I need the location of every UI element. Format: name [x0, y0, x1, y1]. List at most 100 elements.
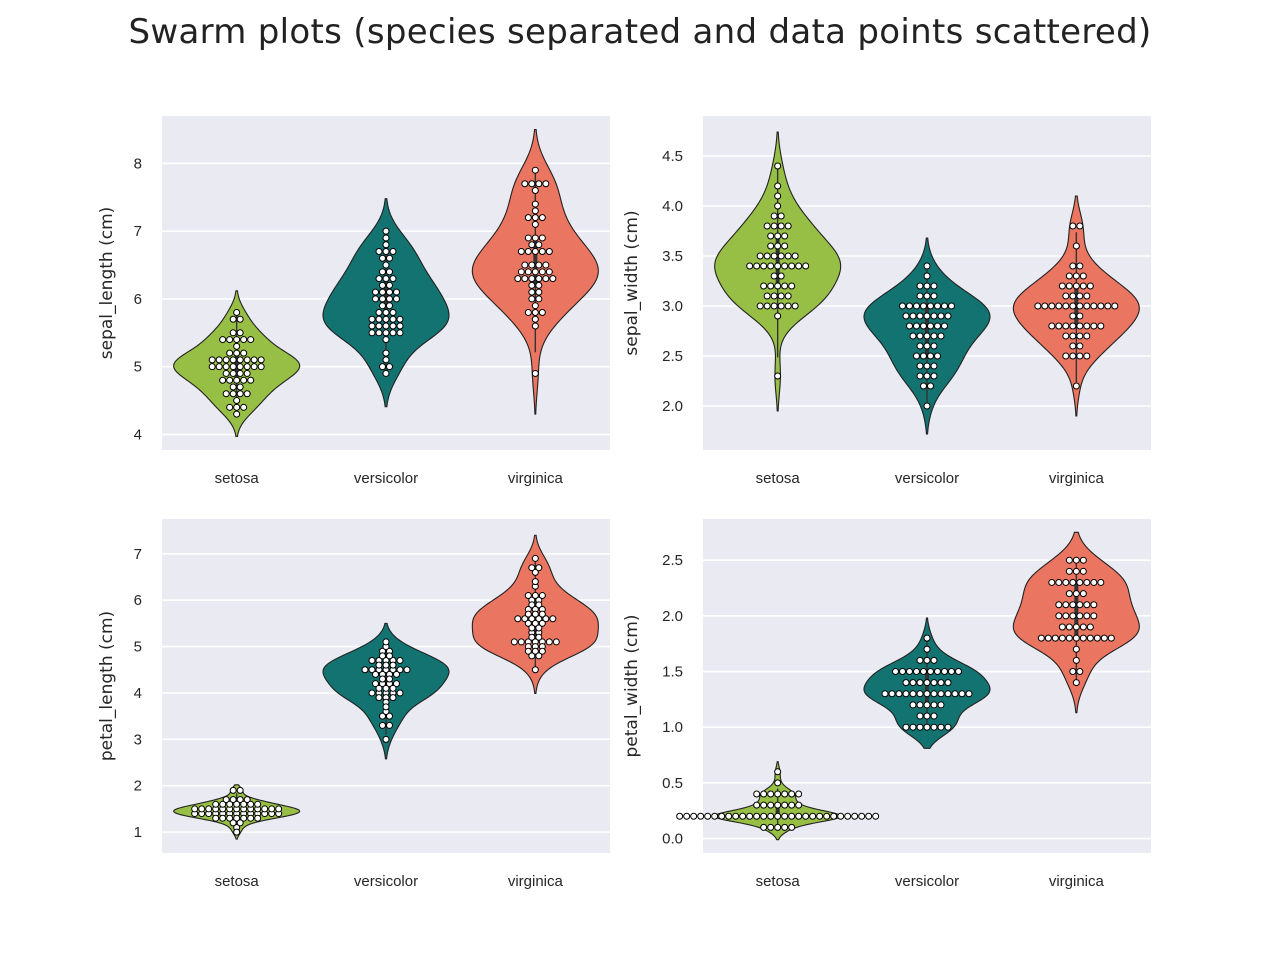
data-point-setosa: [781, 262, 789, 270]
data-point-virginica: [1072, 272, 1080, 280]
data-point-versicolor: [379, 254, 386, 262]
data-point-setosa: [236, 390, 244, 398]
data-point-setosa: [795, 790, 803, 798]
data-point-virginica: [549, 275, 557, 283]
data-point-virginica: [521, 180, 529, 188]
data-point-virginica: [545, 638, 553, 646]
data-point-setosa: [222, 356, 230, 364]
data-point-versicolor: [916, 292, 924, 300]
data-point-setosa: [788, 790, 796, 798]
data-point-virginica: [531, 619, 539, 627]
data-point-versicolor: [375, 248, 383, 255]
data-point-virginica: [1090, 322, 1098, 330]
data-point-versicolor: [934, 352, 941, 360]
data-point-versicolor: [902, 723, 910, 731]
data-point-versicolor: [372, 288, 379, 296]
data-point-virginica: [1072, 590, 1080, 598]
data-point-versicolor: [382, 241, 390, 249]
data-point-versicolor: [923, 690, 931, 698]
data-point-versicolor: [379, 721, 386, 729]
data-point-setosa: [222, 796, 230, 804]
data-point-setosa: [777, 252, 785, 260]
data-point-setosa: [774, 372, 782, 380]
data-point-setosa: [763, 252, 771, 260]
data-point-virginica: [1065, 556, 1073, 564]
data-point-setosa: [229, 315, 237, 323]
data-point-versicolor: [937, 723, 945, 731]
data-point-versicolor: [923, 262, 931, 270]
data-point-versicolor: [927, 352, 934, 360]
y-tick-label: 4.0: [662, 198, 683, 215]
data-point-virginica: [535, 601, 543, 609]
data-point-setosa: [753, 262, 761, 270]
data-point-versicolor: [386, 652, 393, 660]
data-point-versicolor: [923, 312, 931, 320]
data-point-virginica: [1079, 556, 1087, 564]
data-point-versicolor: [920, 668, 927, 676]
data-point-setosa: [795, 262, 803, 270]
y-tick-label: 1.5: [662, 664, 683, 681]
data-point-versicolor: [927, 322, 934, 330]
data-point-setosa: [753, 812, 761, 820]
data-point-setosa: [243, 363, 251, 371]
data-point-setosa: [774, 779, 782, 787]
data-point-setosa: [222, 390, 230, 398]
data-point-virginica: [531, 610, 539, 618]
data-point-setosa: [858, 812, 866, 820]
data-point-setosa: [795, 801, 803, 809]
data-point-virginica: [528, 261, 536, 269]
data-point-setosa: [240, 336, 248, 344]
data-point-versicolor: [923, 679, 931, 687]
data-point-versicolor: [892, 668, 899, 676]
data-point-virginica: [1069, 322, 1077, 330]
data-point-versicolor: [386, 254, 393, 262]
data-point-virginica: [1076, 322, 1084, 330]
data-point-setosa: [781, 812, 789, 820]
data-point-virginica: [531, 220, 539, 228]
data-point-setosa: [767, 790, 775, 798]
data-point-versicolor: [930, 282, 938, 290]
data-point-versicolor: [916, 712, 924, 720]
data-point-setosa: [229, 796, 237, 804]
data-point-virginica: [1072, 679, 1080, 687]
data-point-virginica: [1076, 601, 1084, 609]
data-point-setosa: [763, 222, 771, 230]
data-point-virginica: [538, 234, 546, 242]
data-point-virginica: [1069, 312, 1077, 320]
data-point-setosa: [774, 232, 782, 240]
data-point-setosa: [767, 242, 775, 250]
data-point-setosa: [767, 801, 775, 809]
data-point-virginica: [1076, 312, 1084, 320]
data-point-virginica: [1079, 590, 1087, 598]
data-point-virginica: [535, 275, 543, 283]
data-point-setosa: [746, 812, 754, 820]
data-point-virginica: [1048, 302, 1056, 310]
data-point-virginica: [1065, 282, 1073, 290]
data-point-setosa: [229, 363, 237, 371]
data-point-virginica: [1072, 567, 1080, 575]
data-point-setosa: [215, 363, 223, 371]
data-point-virginica: [524, 268, 532, 276]
data-point-virginica: [1079, 634, 1087, 642]
data-point-versicolor: [372, 295, 379, 303]
data-point-setosa: [208, 363, 216, 371]
data-point-versicolor: [389, 308, 397, 316]
data-point-virginica: [1083, 352, 1091, 360]
data-point-setosa: [690, 812, 698, 820]
data-point-versicolor: [379, 281, 386, 289]
y-tick-label: 0.5: [662, 775, 683, 792]
data-point-virginica: [1055, 612, 1063, 620]
data-point-setosa: [739, 812, 747, 820]
data-point-setosa: [243, 369, 251, 377]
data-point-setosa: [767, 823, 775, 831]
data-point-setosa: [837, 812, 845, 820]
data-point-virginica: [1041, 302, 1049, 310]
data-point-virginica: [538, 214, 546, 222]
data-point-versicolor: [923, 362, 931, 370]
data-point-virginica: [552, 638, 560, 646]
data-point-versicolor: [930, 332, 938, 340]
data-point-versicolor: [396, 666, 404, 674]
data-point-virginica: [1062, 292, 1070, 300]
x-tick-label: virginica: [508, 873, 564, 890]
y-tick-label: 2.5: [662, 348, 683, 365]
